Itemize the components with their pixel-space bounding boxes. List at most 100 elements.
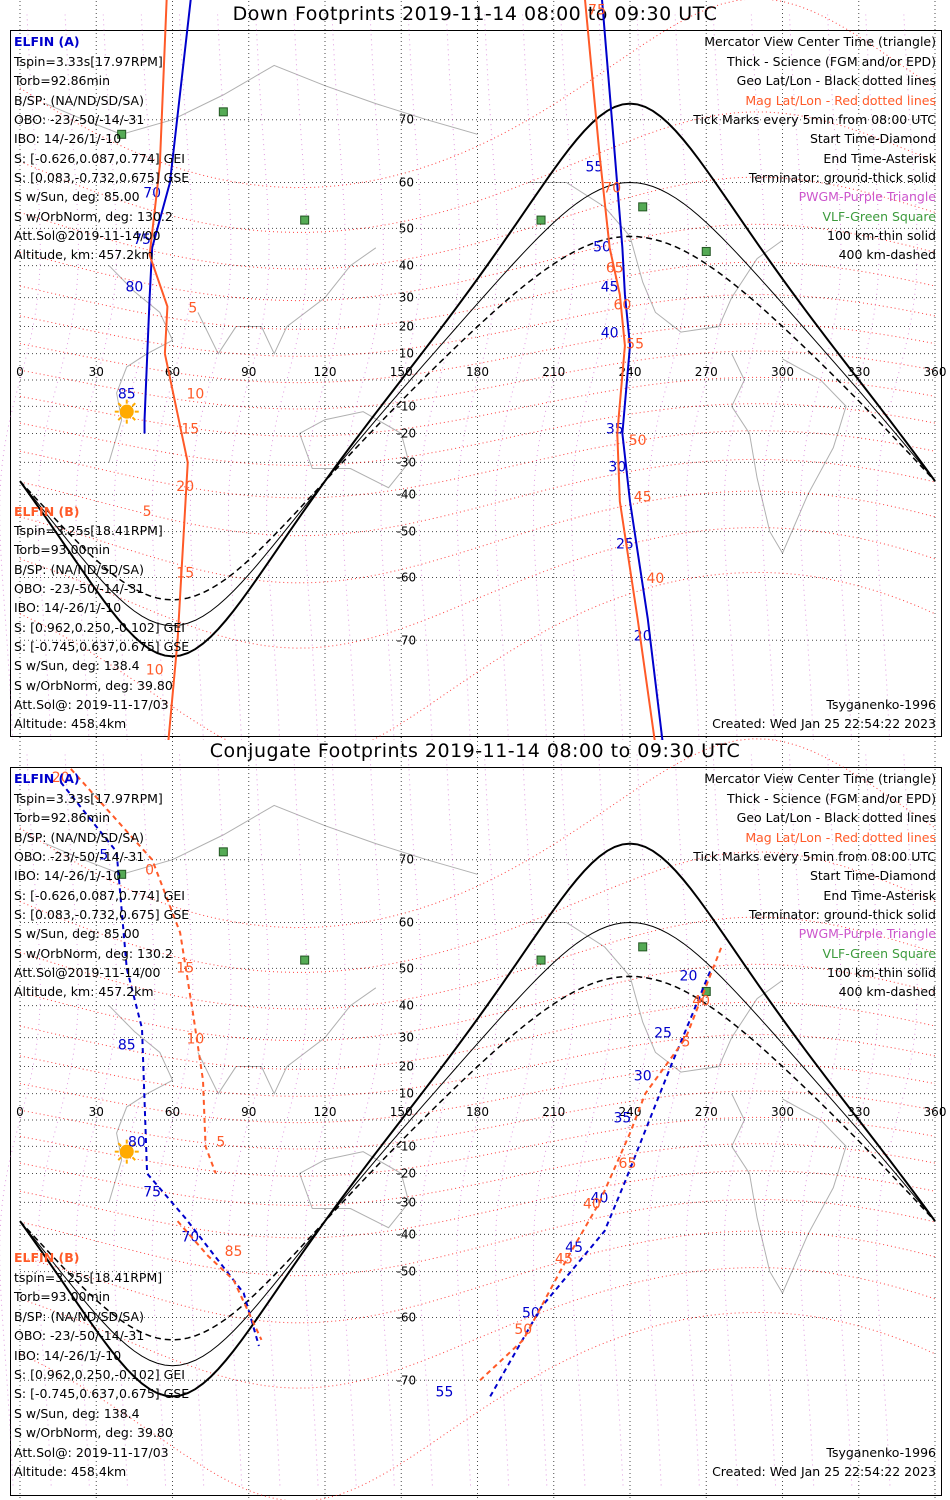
sun-ray bbox=[131, 416, 136, 421]
y-tick-label: -40 bbox=[397, 1227, 417, 1241]
track-time-label: 5 bbox=[681, 1035, 690, 1051]
legend-item: PWGM-Purple Triangle bbox=[798, 189, 936, 204]
terminator-400km bbox=[19, 975, 936, 1341]
elfin-b-info: Altitude: 458.4km bbox=[14, 1464, 127, 1479]
elfin-a-title: ELFIN (A) bbox=[14, 771, 80, 786]
legend-item: Geo Lat/Lon - Black dotted lines bbox=[736, 810, 936, 825]
footprint-track-series-1 bbox=[148, 0, 189, 740]
track-time-label: 20 bbox=[634, 628, 652, 644]
x-tick-label: 120 bbox=[314, 1105, 337, 1119]
elfin-a-info: IBO: 14/-26/1/-10 bbox=[14, 868, 122, 883]
elfin-a-title: ELFIN (A) bbox=[14, 34, 80, 49]
mlt-line bbox=[799, 14, 842, 740]
mlt-line bbox=[532, 754, 575, 1486]
mlt-line bbox=[761, 14, 804, 740]
legend-item: 400 km-dashed bbox=[838, 247, 936, 262]
mlt-line bbox=[609, 754, 651, 1486]
track-time-label: 65 bbox=[619, 1156, 637, 1172]
mlt-line bbox=[37, 14, 79, 740]
track-time-label: 40 bbox=[692, 994, 710, 1010]
conjugate-footprints-panel: Conjugate Footprints 2019-11-14 08:00 to… bbox=[0, 737, 950, 1500]
mag-latitude bbox=[19, 350, 936, 410]
x-tick-label: 300 bbox=[771, 1105, 794, 1119]
mlt-line bbox=[75, 14, 118, 740]
track-time-label: 35 bbox=[613, 1111, 631, 1127]
elfin-b-info: Att.Sol@: 2019-11-17/03 bbox=[14, 697, 169, 712]
vlf-station-marker bbox=[536, 215, 546, 225]
y-tick-label: 20 bbox=[399, 1060, 414, 1074]
created-label: Created: Wed Jan 25 22:54:22 2023 bbox=[712, 1464, 936, 1479]
track-time-label: 10 bbox=[186, 1032, 204, 1048]
vlf-station-marker bbox=[117, 129, 127, 139]
y-tick-label: 60 bbox=[399, 915, 414, 929]
legend-item: 400 km-dashed bbox=[838, 984, 936, 999]
track-time-label: 80 bbox=[125, 279, 143, 295]
mag-latitude bbox=[19, 376, 936, 437]
mlt-line bbox=[189, 754, 232, 1486]
mlt-line bbox=[723, 14, 766, 740]
mlt-line bbox=[837, 14, 880, 740]
mlt-line bbox=[380, 754, 423, 1486]
elfin-b-info: Torb=93.00min bbox=[14, 1289, 111, 1304]
mlt-line bbox=[0, 14, 41, 740]
terminator-ground bbox=[19, 102, 936, 658]
footprint-track-series-0 bbox=[59, 781, 260, 1347]
track-time-label: 5 bbox=[188, 300, 197, 316]
x-tick-label: 150 bbox=[390, 365, 413, 379]
mlt-line bbox=[494, 754, 537, 1486]
x-tick-label: 90 bbox=[241, 365, 256, 379]
mlt-line bbox=[532, 14, 575, 740]
mlt-line bbox=[0, 754, 41, 1486]
y-tick-label: 10 bbox=[399, 347, 414, 361]
mlt-line bbox=[151, 754, 194, 1486]
mlt-line bbox=[456, 14, 499, 740]
elfin-a-info: Tspin=3.33s[17.97RPM] bbox=[14, 54, 163, 69]
y-tick-label: 20 bbox=[399, 320, 414, 334]
vlf-station-marker bbox=[536, 955, 546, 965]
mag-latitude bbox=[19, 916, 936, 1010]
y-tick-label: -30 bbox=[397, 455, 417, 469]
legend-item: 100 km-thin solid bbox=[827, 965, 936, 980]
track-time-label: 50 bbox=[593, 239, 611, 255]
track-time-label: 30 bbox=[634, 1068, 652, 1084]
mlt-line bbox=[685, 14, 728, 740]
y-tick-label: 30 bbox=[399, 1031, 414, 1045]
legend-item: Terminator: ground-thick solid bbox=[748, 907, 936, 922]
mag-latitude bbox=[19, 111, 936, 233]
elfin-a-info: Altitude, km: 457.2km bbox=[14, 247, 154, 262]
mag-latitude bbox=[19, 1198, 936, 1277]
x-tick-label: 180 bbox=[466, 1105, 489, 1119]
y-tick-label: 70 bbox=[399, 853, 414, 867]
coastline bbox=[528, 921, 783, 1073]
x-tick-label: 60 bbox=[165, 1105, 180, 1119]
mag-latitude bbox=[19, 458, 936, 537]
mlt-line bbox=[494, 14, 537, 740]
x-tick-label: 180 bbox=[466, 365, 489, 379]
mlt-line bbox=[227, 14, 270, 740]
elfin-a-info: Tspin=3.33s[17.97RPM] bbox=[14, 791, 163, 806]
track-time-label: 35 bbox=[606, 421, 624, 437]
mlt-line bbox=[418, 14, 461, 740]
coastline bbox=[197, 987, 377, 1095]
elfin-b-info: OBO: -23/-50/-14/-31 bbox=[14, 581, 145, 596]
track-time-label: 45 bbox=[555, 1252, 573, 1268]
track-time-label: 10 bbox=[186, 386, 204, 402]
mlt-line bbox=[685, 754, 728, 1486]
legend-item: Start Time-Diamond bbox=[809, 868, 936, 883]
terminator-400km bbox=[19, 235, 936, 601]
coastline bbox=[299, 1151, 410, 1229]
mlt-line bbox=[75, 754, 118, 1486]
elfin-b-info: Tspin=3.25s[18.41RPM] bbox=[14, 523, 163, 538]
elfin-b-info: Att.Sol@: 2019-11-17/03 bbox=[14, 1445, 169, 1460]
legend-item: Geo Lat/Lon - Black dotted lines bbox=[736, 73, 936, 88]
mlt-line bbox=[266, 754, 308, 1486]
mlt-line bbox=[189, 14, 232, 740]
track-time-label: 55 bbox=[436, 1384, 454, 1400]
down-footprints-title: Down Footprints 2019-11-14 08:00 to 09:3… bbox=[232, 3, 718, 25]
track-time-label: 25 bbox=[654, 1026, 672, 1042]
track-time-label: 40 bbox=[647, 571, 665, 587]
mag-latitude bbox=[19, 738, 936, 929]
y-tick-label: -60 bbox=[397, 571, 417, 585]
y-tick-label: -70 bbox=[397, 1373, 417, 1387]
footprint-track-series-2 bbox=[601, 0, 664, 740]
